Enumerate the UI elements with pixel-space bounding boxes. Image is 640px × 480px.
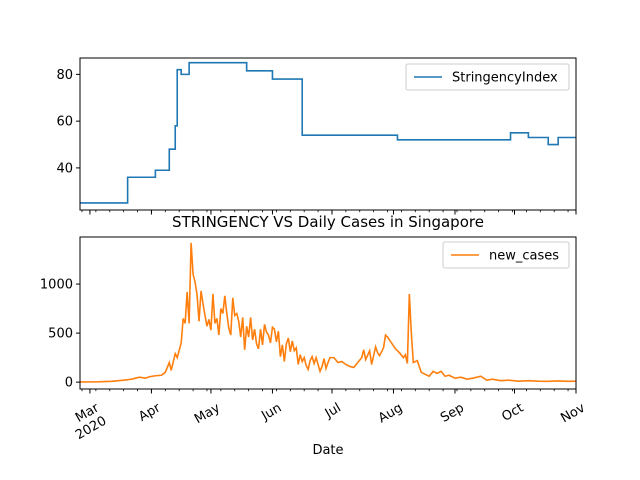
new-cases-y-tick-label: 500 (48, 327, 73, 342)
x-tick-label: Jul (322, 401, 344, 422)
stringency-legend-box (405, 63, 570, 91)
stringency-legend-label: StringencyIndex (452, 71, 558, 86)
new-cases-y-tick-label: 1000 (40, 278, 73, 293)
new-cases-legend-box (442, 241, 570, 269)
stringency-y-tick-label: 80 (56, 68, 73, 83)
stringency-y-tick-label: 60 (56, 115, 73, 130)
new-cases-legend-label: new_cases (489, 249, 559, 264)
stringency-y-axis: 40 60 80 (56, 68, 80, 176)
stringency-x-ticks (81, 210, 577, 215)
new-cases-axes-frame (79, 236, 577, 390)
new-cases-legend: new_cases (442, 241, 570, 269)
stringency-index-line (80, 61, 576, 204)
stringency-axes-frame (79, 57, 577, 211)
x-tick-month: Jul (322, 401, 344, 422)
stringency-legend: StringencyIndex (405, 63, 570, 91)
new-cases-line (80, 242, 576, 383)
new-cases-y-tick-label: 0 (65, 376, 73, 391)
new-cases-subplot: 0 500 1000 new_cases (40, 236, 577, 394)
new-cases-y-axis: 0 500 1000 (40, 278, 80, 391)
x-axis-label: Date (312, 443, 343, 458)
chart-title: STRINGENCY VS Daily Cases in Singapore (172, 213, 484, 231)
stringency-y-tick-label: 40 (56, 161, 73, 176)
stringency-subplot: 40 60 80 StringencyIndex (56, 57, 577, 215)
